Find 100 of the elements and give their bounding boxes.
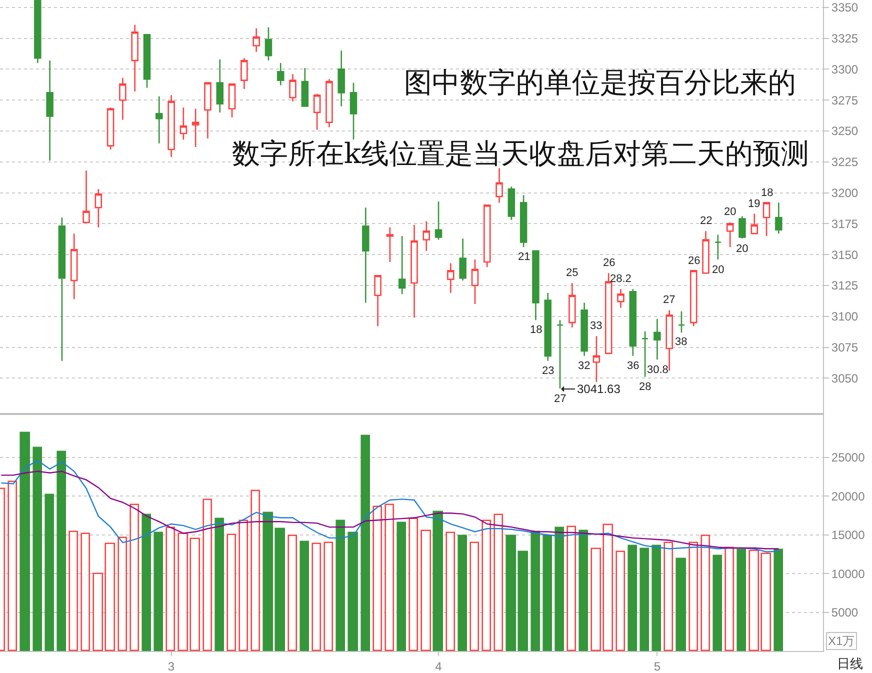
bar (482, 520, 491, 651)
text: 36 (627, 360, 640, 372)
bar (736, 548, 746, 651)
candlestick (678, 310, 686, 334)
y-tick-label: 3075 (831, 340, 858, 354)
bar (446, 532, 455, 651)
candlestick (228, 83, 236, 118)
bar (554, 526, 564, 651)
candlestick (94, 188, 102, 228)
x-tick-label: 4 (435, 659, 442, 673)
bar (80, 532, 90, 651)
candlestick (410, 224, 418, 318)
line-series (0, 460, 780, 552)
bar (458, 534, 467, 651)
x-tick-label: 3 (168, 659, 175, 673)
candlestick (70, 232, 78, 300)
candlestick (386, 226, 394, 263)
candlestick (252, 28, 260, 53)
candlestick (532, 250, 540, 321)
text: 18 (530, 324, 542, 336)
candlestick (34, 0, 42, 64)
candlestick (422, 220, 430, 252)
candlestick (204, 82, 212, 140)
annotation: 数字所在k线位置是当天收盘后对第二天的预测 (232, 137, 809, 170)
bar (288, 534, 297, 651)
bar (8, 480, 17, 651)
candlestick (276, 62, 284, 86)
candlestick (447, 262, 454, 294)
bar (214, 518, 224, 651)
candlestick (374, 274, 382, 327)
text: 20 (736, 243, 748, 255)
bar (542, 534, 552, 651)
candlestick (702, 230, 710, 274)
candlestick (313, 93, 321, 130)
bar (724, 546, 734, 651)
candlestick (483, 204, 491, 268)
text: 23 (542, 365, 554, 377)
bar (566, 526, 576, 651)
bar (360, 434, 370, 651)
candlestick (434, 200, 442, 240)
y-tick-label: 3150 (831, 248, 858, 262)
bar (202, 498, 212, 651)
text: 33 (590, 320, 602, 332)
bar (676, 558, 686, 651)
candlestick (301, 67, 309, 107)
y-tick-label: 15000 (831, 528, 866, 542)
bar (664, 542, 673, 651)
candlestick (350, 82, 358, 140)
y-tick-label: 3300 (831, 62, 858, 76)
bar (384, 504, 394, 651)
annotation: 3041.63 (577, 382, 621, 396)
candlestick (156, 96, 163, 144)
bar (348, 532, 358, 651)
candlestick (690, 270, 698, 327)
text: 21 (518, 251, 530, 263)
candlestick (131, 24, 138, 92)
text: 28 (639, 381, 652, 393)
y-tick-label: 3225 (831, 155, 858, 170)
bar (130, 504, 139, 651)
text: 32 (578, 360, 590, 372)
candlestick (617, 288, 624, 308)
candlestick (180, 106, 188, 140)
candlestick (520, 194, 528, 248)
candlestick (762, 202, 770, 237)
bar (154, 532, 163, 651)
candlestick (168, 94, 175, 158)
bar (118, 536, 127, 651)
text: 26 (688, 255, 700, 267)
y-tick-label: 3350 (831, 0, 858, 15)
bar (56, 450, 66, 651)
candlestick (641, 330, 649, 378)
bar (44, 494, 54, 651)
x-tick-label: 5 (654, 659, 661, 673)
bar (616, 550, 625, 651)
bar (712, 554, 722, 651)
candlestick (775, 202, 782, 234)
y-tick-label: 3175 (831, 216, 858, 231)
bar (300, 540, 309, 651)
bar (774, 548, 783, 651)
bar (142, 514, 151, 651)
bar (628, 544, 637, 651)
text: 30.8 (647, 364, 668, 376)
candlestick (629, 288, 637, 357)
bar (238, 520, 248, 651)
candlestick (326, 78, 333, 128)
y-tick-label: 10000 (831, 566, 866, 581)
candlestick (192, 108, 200, 148)
candlestick (459, 238, 466, 282)
y-axis-title: X1万 (828, 634, 855, 648)
bar (470, 542, 479, 651)
candlestick (143, 34, 151, 88)
candlestick (726, 222, 734, 248)
bar (250, 490, 260, 651)
candlestick (738, 216, 746, 240)
text: 38 (675, 336, 688, 348)
bar (408, 518, 418, 651)
bar (420, 530, 431, 651)
text: 19 (748, 198, 760, 210)
candlestick (289, 74, 296, 102)
bar (578, 530, 588, 651)
